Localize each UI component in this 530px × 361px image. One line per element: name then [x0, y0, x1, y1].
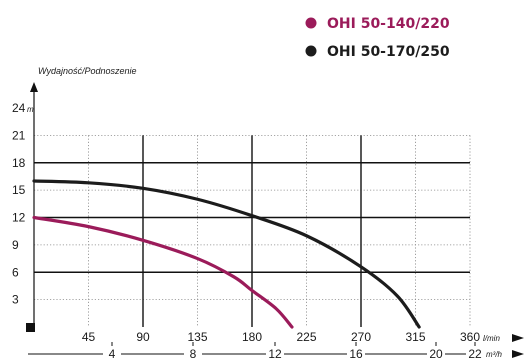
- y-axis-title: Wydajność/Podnoszenie: [38, 66, 137, 76]
- curve-ohi-50-170-250: [32, 179, 421, 329]
- x2-tick-label-20: 20: [429, 347, 443, 361]
- grid: [34, 134, 471, 327]
- y-tick-label-24: 24: [12, 101, 26, 115]
- x2-tick-bg-22: [466, 345, 484, 358]
- x2-tick-label-8: 8: [190, 347, 197, 361]
- y-tick-label-9: 9: [12, 238, 19, 252]
- y-tick-label-6: 6: [12, 265, 19, 279]
- x2-tick-bg-8: [184, 345, 202, 358]
- x2-tick-bg-4: [103, 345, 121, 358]
- x-tick-label-180: 180: [242, 330, 262, 344]
- y-tick-label-21: 21: [12, 128, 26, 142]
- y-tick-label-3: 3: [12, 293, 19, 307]
- axes: [26, 82, 524, 358]
- labels: 3 6 9 12 15 18 21 24 m 45 90 135 180 225 270 315 360 Wyda…: [12, 66, 503, 361]
- x-tick-label-45: 45: [82, 330, 96, 344]
- legend-label-0: OHI 50-140/220: [327, 16, 450, 32]
- x-tick-label-225: 225: [296, 330, 316, 344]
- x2-tick-bg-20: [427, 345, 445, 358]
- x2-tick-label-4: 4: [109, 347, 116, 361]
- curve-ohi-50-140-220: [32, 215, 294, 329]
- x2-tick-label-16: 16: [349, 347, 363, 361]
- y-unit-label: m: [27, 105, 34, 114]
- x-axis-arrow-secondary: [512, 350, 524, 358]
- x-tick-label-90: 90: [136, 330, 150, 344]
- x2-tick-label-12: 12: [268, 347, 282, 361]
- y-tick-label-15: 15: [12, 183, 26, 197]
- legend-label-1: OHI 50-170/250: [327, 44, 450, 60]
- x2-unit-label: m³/h: [486, 350, 503, 359]
- x2-tick-bg-16: [347, 345, 365, 358]
- legend: OHI 50-140/220 OHI 50-170/250: [305, 16, 450, 60]
- x2-tick-label-22: 22: [468, 347, 482, 361]
- y-tick-label-12: 12: [12, 211, 26, 225]
- curves: [32, 179, 421, 329]
- x-unit-primary: l/min: [483, 334, 500, 343]
- x-axis-arrow-primary: [512, 334, 524, 342]
- origin-marker: [26, 323, 35, 332]
- legend-marker-1: [305, 45, 317, 57]
- x-tick-label-135: 135: [187, 330, 207, 344]
- x2-tick-bg-12: [266, 345, 284, 358]
- y-axis-arrow: [30, 82, 38, 92]
- x-tick-label-270: 270: [351, 330, 371, 344]
- x-tick-label-315: 315: [405, 330, 425, 344]
- x2-unit-bg: [484, 346, 512, 358]
- x-tick-label-360: 360: [460, 330, 480, 344]
- legend-marker-0: [305, 17, 317, 29]
- y-tick-label-18: 18: [12, 156, 26, 170]
